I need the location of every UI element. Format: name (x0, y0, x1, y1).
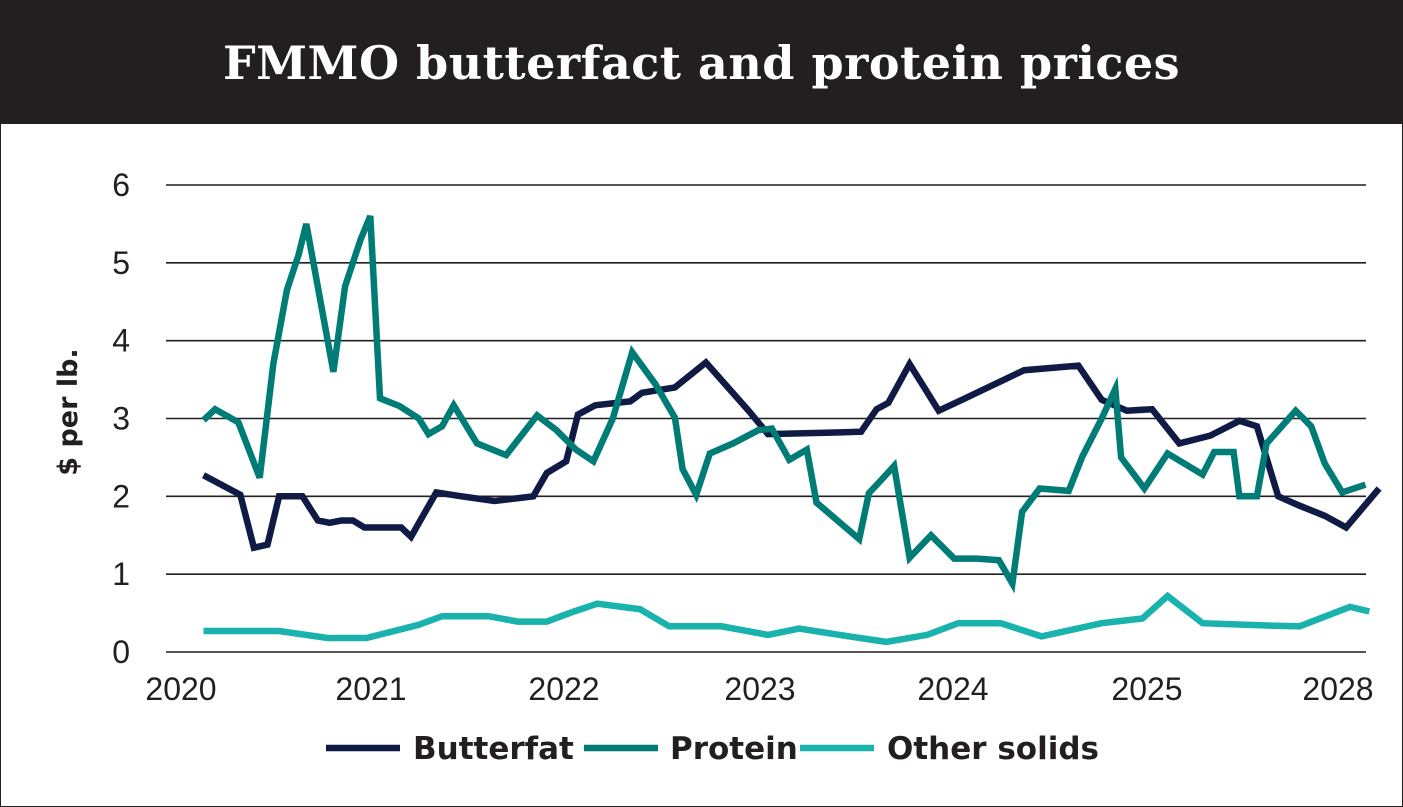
x-tick-label: 2024 (917, 671, 988, 707)
title-bar: FMMO butterfact and protein prices (1, 1, 1402, 124)
y-tick-label: 1 (112, 556, 130, 592)
legend-label: Protein (670, 731, 798, 767)
series-lines (201, 214, 1382, 646)
x-tick-label: 2023 (724, 671, 795, 707)
grid-lines (166, 184, 1366, 653)
chart-title: FMMO butterfact and protein prices (222, 35, 1181, 90)
y-tick-label: 5 (112, 245, 130, 281)
y-tick-label: 6 (112, 167, 130, 203)
legend: Butterfat Protein Other solids (326, 731, 1099, 767)
y-axis-ticks: 0 1 2 3 4 5 6 (112, 167, 130, 670)
y-tick-label: 4 (112, 323, 130, 359)
x-axis-ticks: 2020 2021 2022 2023 2024 2025 2028 (145, 671, 1373, 707)
y-tick-label: 3 (112, 401, 130, 437)
y-tick-label: 2 (112, 478, 130, 514)
x-tick-label: 2025 (1111, 671, 1182, 707)
x-tick-label: 2020 (145, 671, 216, 707)
x-tick-label: 2028 (1302, 671, 1373, 707)
x-tick-label: 2022 (528, 671, 599, 707)
series-line-other-solids (203, 591, 1371, 646)
series-line-protein (201, 214, 1367, 594)
legend-label: Butterfat (413, 731, 574, 767)
y-axis-label: $ per lb. (53, 348, 84, 475)
y-tick-label: 0 (112, 634, 130, 670)
series-line-butterfat (201, 357, 1382, 552)
x-tick-label: 2021 (335, 671, 406, 707)
legend-label: Other solids (887, 731, 1099, 767)
